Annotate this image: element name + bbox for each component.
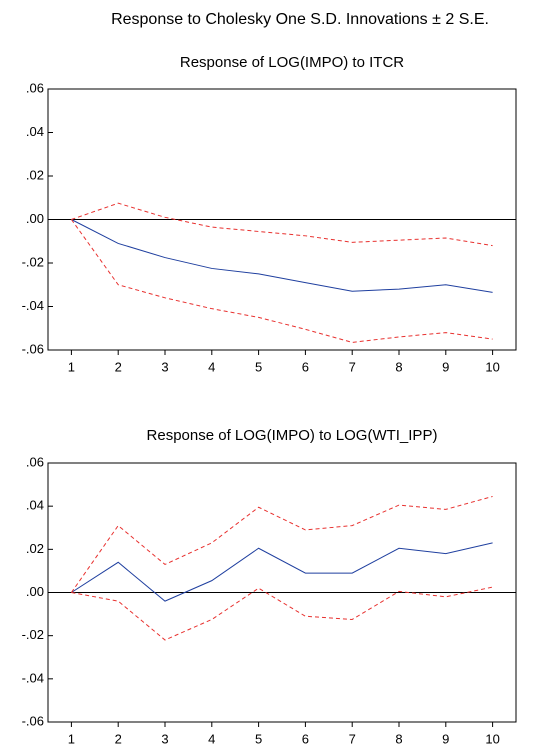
series-line [71, 202, 493, 247]
x-tick-label: 6 [302, 731, 309, 746]
series-line [71, 586, 493, 641]
y-tick-label: .02 [26, 541, 44, 556]
x-tick-label: 1 [68, 731, 75, 746]
x-tick-label: 7 [349, 359, 356, 374]
x-tick-label: 9 [442, 731, 449, 746]
x-tick-label: 5 [255, 359, 262, 374]
series-line [70, 495, 493, 593]
y-tick-label: .06 [26, 80, 44, 95]
y-tick-label: .04 [26, 124, 44, 139]
y-tick-label: -.06 [22, 713, 44, 728]
x-tick-label: 4 [208, 731, 215, 746]
y-tick-label: -.02 [22, 627, 44, 642]
x-tick-label: 1 [68, 359, 75, 374]
y-tick-label: -.02 [22, 254, 44, 269]
x-tick-label: 9 [442, 359, 449, 374]
y-tick-label: .02 [26, 167, 44, 182]
x-tick-label: 4 [208, 359, 215, 374]
x-tick-label: 2 [115, 731, 122, 746]
y-tick-label: .06 [26, 454, 44, 469]
x-tick-label: 3 [161, 731, 168, 746]
x-tick-label: 3 [161, 359, 168, 374]
x-tick-label: 10 [485, 731, 499, 746]
series-line [71, 219, 493, 293]
x-tick-label: 2 [115, 359, 122, 374]
y-tick-label: .00 [26, 584, 44, 599]
y-tick-label: -.04 [22, 670, 44, 685]
x-tick-label: 8 [395, 359, 402, 374]
y-tick-label: .00 [26, 211, 44, 226]
y-tick-label: -.06 [22, 341, 44, 356]
x-tick-label: 7 [349, 731, 356, 746]
x-tick-label: 6 [302, 359, 309, 374]
chart-title: Response of LOG(IMPO) to ITCR [180, 54, 404, 71]
y-tick-label: .04 [26, 498, 44, 513]
figure-title: Response to Cholesky One S.D. Innovation… [111, 11, 489, 28]
series-line [70, 219, 493, 343]
x-tick-label: 8 [395, 731, 402, 746]
x-tick-label: 5 [255, 731, 262, 746]
series-line [71, 542, 493, 602]
x-tick-label: 10 [485, 359, 499, 374]
y-tick-label: -.04 [22, 298, 44, 313]
chart-title: Response of LOG(IMPO) to LOG(WTI_IPP) [147, 427, 438, 444]
